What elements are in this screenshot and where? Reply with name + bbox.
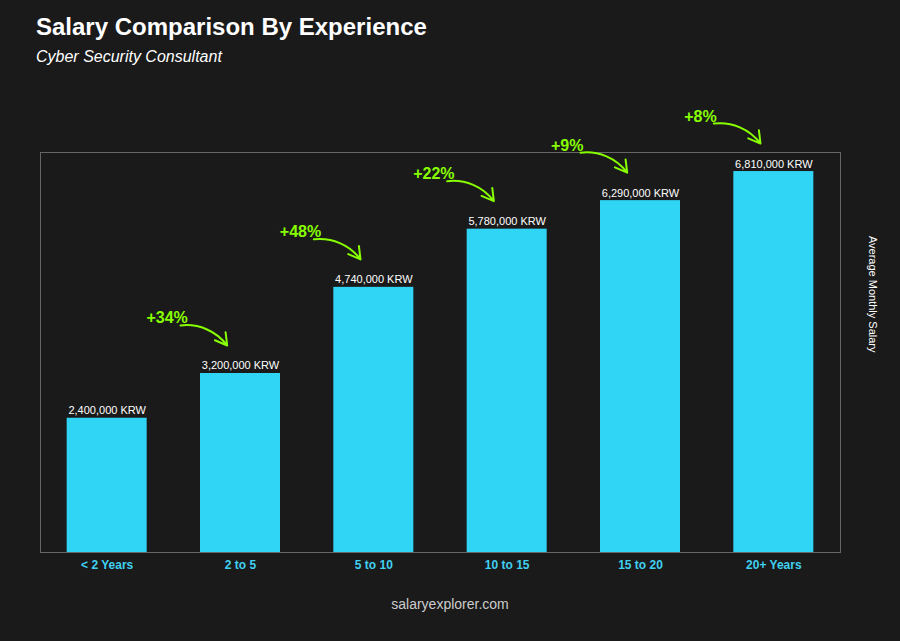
html-text:Salary Comparison By Experienc: Salary Comparison By Experience bbox=[36, 13, 427, 40]
svg-text:4,740,000 KRW: 4,740,000 KRW bbox=[335, 273, 413, 285]
svg-text:20+ Years: 20+ Years bbox=[746, 558, 802, 572]
svg-text:+8%: +8% bbox=[684, 108, 716, 125]
svg-text:15 to 20: 15 to 20 bbox=[618, 558, 663, 572]
svg-text:5,780,000 KRW: 5,780,000 KRW bbox=[468, 215, 546, 227]
svg-text:+34%: +34% bbox=[146, 309, 187, 326]
svg-text:Average Monthly Salary: Average Monthly Salary bbox=[867, 236, 879, 353]
svg-text:6,810,000 KRW: 6,810,000 KRW bbox=[735, 158, 813, 170]
svg-text:+48%: +48% bbox=[280, 223, 321, 240]
svg-text:< 2 Years: < 2 Years bbox=[81, 558, 133, 572]
html-text:Cyber Security Consultant: Cyber Security Consultant bbox=[36, 48, 222, 65]
svg-text:6,290,000 KRW: 6,290,000 KRW bbox=[602, 187, 680, 199]
svg-text:+22%: +22% bbox=[413, 165, 454, 182]
svg-text:10 to 15: 10 to 15 bbox=[485, 558, 530, 572]
svg-text:+9%: +9% bbox=[551, 137, 583, 154]
svg-text:3,200,000 KRW: 3,200,000 KRW bbox=[202, 359, 280, 371]
svg-text:2 to 5: 2 to 5 bbox=[225, 558, 257, 572]
svg-text:2,400,000 KRW: 2,400,000 KRW bbox=[68, 404, 146, 416]
html-text:salaryexplorer.com: salaryexplorer.com bbox=[391, 596, 509, 612]
svg-text:5 to 10: 5 to 10 bbox=[355, 558, 393, 572]
